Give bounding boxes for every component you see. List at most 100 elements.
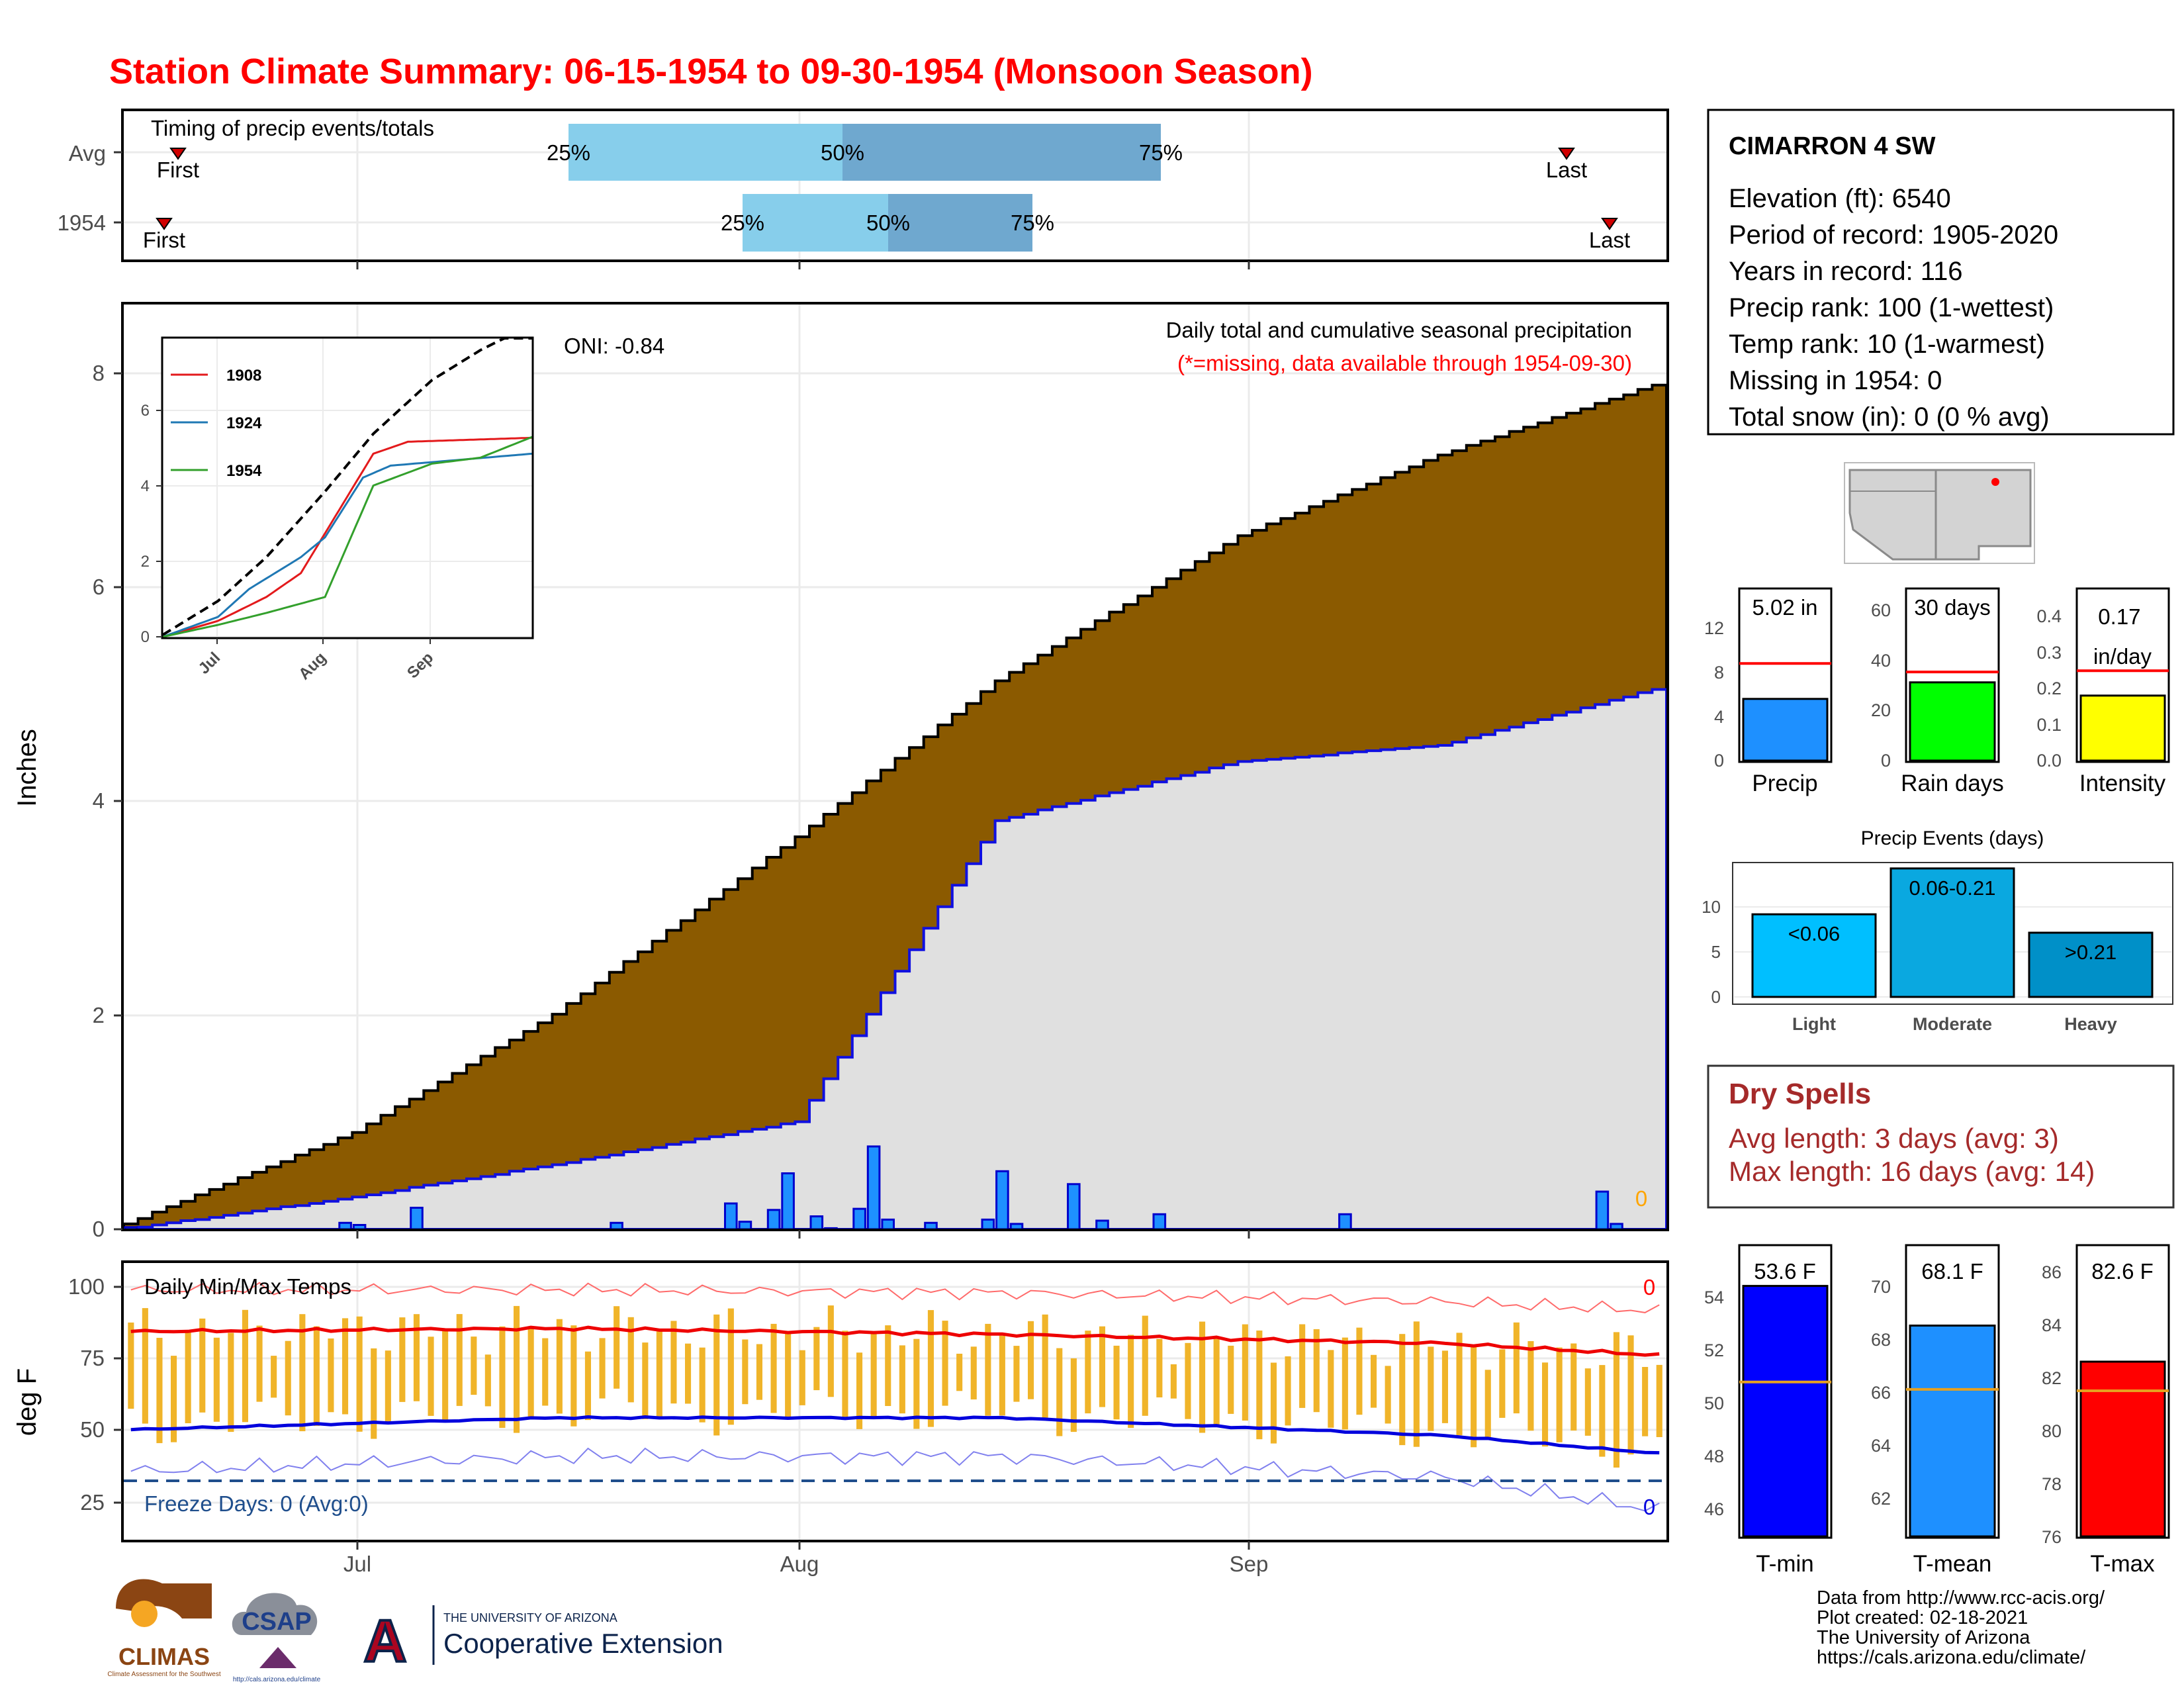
- inset-frame: [161, 336, 534, 639]
- daily-temp-range-bar: [356, 1316, 363, 1432]
- daily-precip-bar: [981, 1218, 995, 1231]
- daily-temp-range-bar: [456, 1314, 463, 1406]
- legend-1908-label: 1908: [226, 367, 261, 385]
- ua-cooperative-extension-logo: A THE UNIVERSITY OF ARIZONA Cooperative …: [363, 1605, 723, 1676]
- temp-tick-marks: [114, 1286, 1250, 1550]
- station-location-dot: [1991, 478, 1999, 486]
- timing-row-1954-label: 1954: [58, 211, 106, 235]
- csap-logo-text: CSAP: [242, 1608, 312, 1636]
- daily-precip-bar: [809, 1215, 824, 1231]
- tmax-axis: 76 78 80 82 84 86: [2042, 1262, 2062, 1547]
- max-temp-count: 0: [1643, 1275, 1655, 1299]
- record-min-temp-line: [130, 1447, 1660, 1512]
- inset-y-tick-0: 0: [141, 628, 150, 646]
- daily-temp-range-bar: [1556, 1347, 1563, 1442]
- station-line-period: Period of record: 1905-2020: [1729, 220, 2058, 250]
- timing-1954-first-label: First: [143, 228, 185, 252]
- daily-precip-bar: [1095, 1219, 1109, 1231]
- rain-days-chart: 30 days 0 20 40 60 Rain days: [1871, 587, 2004, 796]
- timing-row-avg-label: Avg: [69, 141, 106, 165]
- daily-temp-range-bar: [1328, 1350, 1334, 1428]
- tmean-tick-62: 62: [1871, 1489, 1891, 1509]
- inset-tick-marks: [156, 410, 431, 644]
- daily-temp-range-bar: [1570, 1343, 1577, 1431]
- timing-1954-q25-q50-bar: [743, 194, 888, 252]
- precip-events-title: Precip Events (days): [1861, 827, 2044, 849]
- daily-precip-bar: [866, 1145, 881, 1231]
- x-tick-aug: Aug: [780, 1552, 819, 1576]
- tmin-tick-46: 46: [1704, 1499, 1724, 1519]
- daily-temp-range-bar: [471, 1336, 477, 1395]
- daily-temp-range-bar: [328, 1338, 334, 1413]
- intensity-tick-4: 0.4: [2036, 606, 2062, 626]
- daily-temp-range-bar: [171, 1356, 177, 1442]
- daily-temp-range-bar: [1256, 1331, 1263, 1440]
- daily-precip-bar: [924, 1221, 938, 1231]
- station-locator-map: [1844, 462, 2035, 564]
- tmin-tick-52: 52: [1704, 1340, 1724, 1360]
- timing-avg-q25-label: 25%: [547, 140, 590, 165]
- daily-precip-bar: [724, 1202, 738, 1231]
- events-tick-10: 10: [1702, 897, 1721, 917]
- min-temp-count: 0: [1643, 1495, 1655, 1519]
- 1954-daily-temp-range-bars: [128, 1305, 1662, 1468]
- csap-logo-url: http://cals.arizona.edu/climate: [233, 1676, 321, 1683]
- intensity-axis: 0.0 0.1 0.2 0.3 0.4: [2036, 606, 2062, 771]
- precip-total-tick-12: 12: [1704, 618, 1724, 638]
- timing-1954-last-marker: [1601, 218, 1618, 230]
- tmin-bar: [1742, 1285, 1829, 1538]
- daily-temp-range-bar: [1484, 1370, 1491, 1438]
- daily-temp-range-bar: [556, 1319, 563, 1414]
- precip-events-axis: 0 5 10: [1702, 897, 1721, 1007]
- tmean-label: T-mean: [1913, 1551, 1992, 1577]
- precip-total-bar: [1742, 698, 1829, 762]
- precip-event-bar: [1889, 867, 2015, 998]
- tmean-tick-64: 64: [1871, 1436, 1891, 1456]
- daily-temp-range-bar: [670, 1321, 677, 1404]
- inset-1954-line: [162, 436, 533, 638]
- precip-y-tick-6: 6: [93, 575, 105, 599]
- daily-temp-range-bar: [285, 1340, 291, 1416]
- station-line-temp-rank: Temp rank: 10 (1-warmest): [1729, 330, 2045, 359]
- climas-logo-sun: [131, 1601, 158, 1627]
- climas-logo-swoosh: [116, 1579, 212, 1618]
- events-tick-0: 0: [1711, 987, 1721, 1007]
- daily-temp-range-bar: [1385, 1366, 1391, 1424]
- timing-1954-q50-label: 50%: [866, 211, 910, 235]
- tmean-chart: 68.1 F 62 64 66 68 70 T-mean: [1871, 1244, 2000, 1577]
- events-tick-5: 5: [1711, 942, 1721, 962]
- daily-temp-range-bar: [1371, 1354, 1377, 1408]
- daily-temp-range-bar: [199, 1318, 206, 1413]
- footer-university: The University of Arizona: [1817, 1627, 2030, 1648]
- tmax-bar: [2079, 1360, 2166, 1538]
- daily-temp-range-bar: [228, 1333, 234, 1432]
- temp-y-tick-100: 100: [68, 1274, 105, 1299]
- daily-temp-range-bar: [842, 1331, 848, 1419]
- daily-temp-range-bar: [1128, 1335, 1134, 1429]
- timing-1954-first-marker: [156, 218, 173, 230]
- intensity-tick-2: 0.2: [2036, 679, 2062, 698]
- daily-temp-range-bar: [599, 1338, 606, 1399]
- daily-precip-bar: [781, 1172, 795, 1231]
- daily-temp-range-bar: [1185, 1342, 1191, 1419]
- oni-label: ONI: -0.84: [564, 334, 664, 358]
- tmin-axis: 46 48 50 52 54: [1704, 1288, 1724, 1519]
- timing-avg-q50-label: 50%: [821, 140, 864, 165]
- daily-temp-range-bar: [856, 1352, 863, 1429]
- daily-temp-range-bar: [1099, 1326, 1105, 1407]
- daily-temp-range-bar: [542, 1338, 549, 1406]
- daily-temp-range-bar: [927, 1310, 934, 1427]
- daily-temp-range-bar: [1456, 1333, 1463, 1436]
- intensity-value: 0.17 in/day: [2093, 604, 2152, 669]
- temp-panel-frame-bg: [122, 1262, 1668, 1541]
- daily-temp-range-bar: [713, 1314, 720, 1436]
- precip-y-tick-4: 4: [93, 788, 105, 813]
- precip-total-chart: 5.02 in 0 4 8 12 Precip: [1704, 587, 1833, 796]
- daily-temp-range-bar: [1584, 1368, 1591, 1436]
- intensity-chart: 0.17 in/day 0.0 0.1 0.2 0.3 0.4 Intensit…: [2036, 587, 2170, 796]
- daily-temp-range-bar: [1170, 1364, 1177, 1399]
- precip-events-categories: Light Moderate Heavy: [1792, 1014, 2117, 1034]
- rain-days-tick-40: 40: [1871, 651, 1891, 671]
- daily-precip-bar: [766, 1209, 781, 1231]
- rain-days-tick-60: 60: [1871, 600, 1891, 620]
